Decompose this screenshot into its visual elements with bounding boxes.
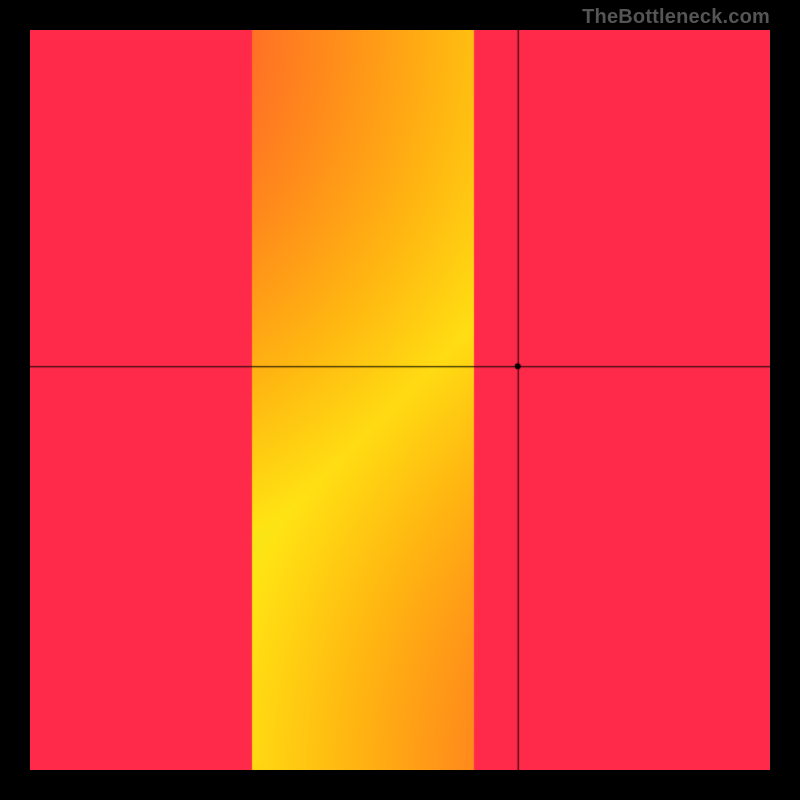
chart-container: TheBottleneck.com xyxy=(0,0,800,800)
bottleneck-heatmap xyxy=(30,30,770,770)
watermark-label: TheBottleneck.com xyxy=(582,6,770,29)
